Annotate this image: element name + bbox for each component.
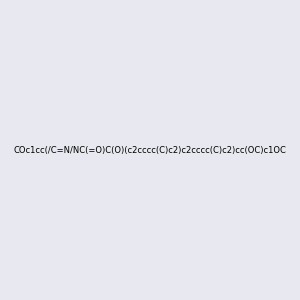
Text: COc1cc(/C=N/NC(=O)C(O)(c2cccc(C)c2)c2cccc(C)c2)cc(OC)c1OC: COc1cc(/C=N/NC(=O)C(O)(c2cccc(C)c2)c2ccc… [14,146,286,154]
